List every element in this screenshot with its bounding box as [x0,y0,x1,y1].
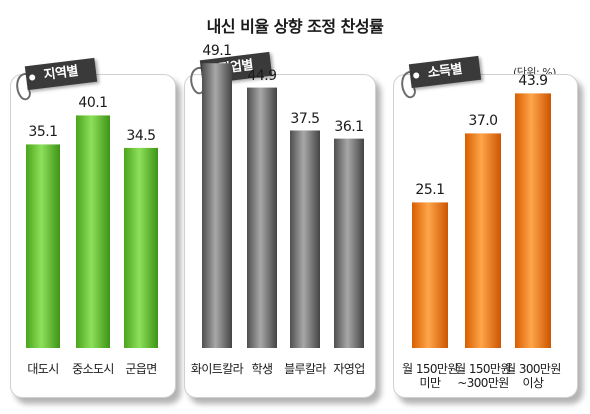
data-label: 40.1 [78,95,108,112]
category-label: 월 150만원 미만 [402,362,458,390]
bar [26,144,60,348]
tag-ring-icon [16,72,31,101]
data-label: 37.0 [468,113,498,130]
data-label: 43.9 [518,73,548,90]
category-label: 월 300만원 이상 [505,362,561,390]
data-label: 36.1 [334,118,364,135]
category-label: 군읍면 [125,362,157,376]
bar [124,147,158,348]
data-label: 25.1 [415,182,445,199]
bar [515,93,551,348]
tag-ring-icon [401,70,416,99]
bar [334,138,364,348]
bar [202,63,232,348]
chart-title: 내신 비율 상향 조정 찬성률 [206,17,384,36]
bar [465,133,501,348]
category-label: 화이트칼라 [190,362,244,376]
bar [247,87,277,348]
bar [412,202,448,348]
data-label: 37.5 [290,110,320,127]
bar [76,115,110,348]
data-label: 34.5 [126,127,156,144]
category-label: 학생 [251,362,273,376]
category-label: 블루칼라 [284,362,326,376]
category-label: 자영업 [333,362,365,376]
category-label: 중소도시 [72,362,114,376]
data-label: 35.1 [28,124,58,141]
data-label: 44.9 [247,67,277,84]
category-label: 월 150만원 ~300만원 [455,362,511,390]
category-label: 대도시 [27,362,59,376]
data-label: 49.1 [202,43,232,60]
bar [290,130,320,348]
